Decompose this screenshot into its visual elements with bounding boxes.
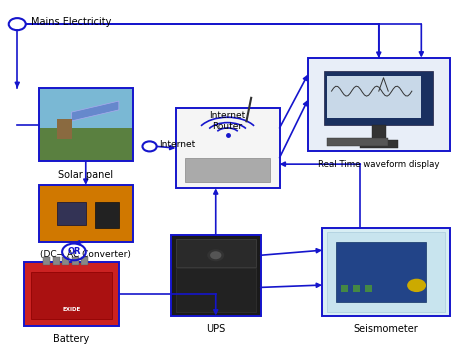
- Bar: [360, 140, 398, 148]
- Bar: [365, 285, 372, 292]
- Bar: [327, 138, 388, 146]
- Bar: [38, 128, 133, 161]
- Bar: [24, 262, 119, 326]
- Bar: [53, 257, 60, 265]
- Circle shape: [210, 251, 221, 259]
- Bar: [57, 119, 72, 139]
- Bar: [43, 257, 50, 265]
- Bar: [31, 272, 112, 319]
- Bar: [38, 88, 133, 128]
- Bar: [175, 108, 280, 188]
- Bar: [95, 202, 119, 228]
- Bar: [372, 125, 386, 145]
- Bar: [353, 285, 360, 292]
- Text: Seismometer: Seismometer: [354, 324, 418, 334]
- Bar: [336, 242, 426, 302]
- Text: Mains Electricity: Mains Electricity: [31, 18, 112, 28]
- Text: EXIDE: EXIDE: [63, 307, 81, 312]
- Polygon shape: [72, 101, 119, 121]
- Bar: [38, 185, 133, 242]
- Circle shape: [407, 279, 426, 292]
- Bar: [81, 257, 88, 265]
- Text: Internet
Router: Internet Router: [210, 111, 246, 131]
- Bar: [72, 257, 79, 265]
- Bar: [38, 88, 133, 161]
- Text: UPS: UPS: [206, 324, 225, 334]
- Bar: [175, 268, 256, 312]
- Bar: [62, 257, 69, 265]
- Circle shape: [207, 249, 224, 261]
- Text: Real Time waveform display: Real Time waveform display: [318, 160, 439, 169]
- Bar: [185, 158, 270, 181]
- Text: (DC→ AC Converter): (DC→ AC Converter): [40, 250, 131, 259]
- Bar: [322, 228, 450, 316]
- Bar: [324, 71, 433, 125]
- Bar: [57, 202, 86, 225]
- Text: OR: OR: [67, 247, 81, 256]
- Bar: [308, 58, 450, 151]
- Bar: [341, 285, 348, 292]
- Bar: [175, 239, 256, 267]
- Text: Battery: Battery: [54, 334, 90, 344]
- Bar: [327, 76, 421, 118]
- Bar: [171, 235, 261, 316]
- Bar: [327, 232, 445, 312]
- Text: Solar panel: Solar panel: [58, 170, 113, 180]
- Text: Internet: Internet: [159, 140, 195, 149]
